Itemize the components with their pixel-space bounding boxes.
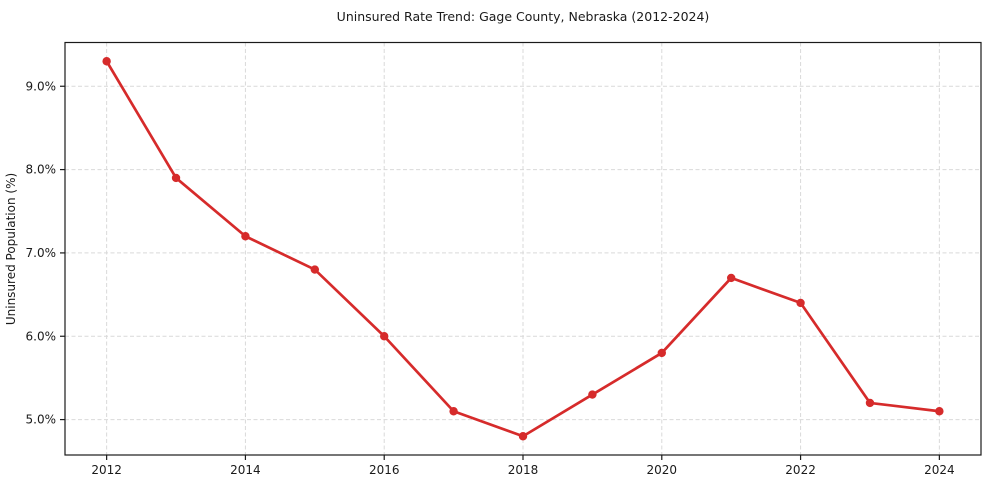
data-point (588, 390, 597, 399)
data-point (380, 332, 389, 341)
data-point (518, 432, 528, 441)
axis-ticks (60, 85, 940, 460)
grid-lines (65, 42, 981, 455)
chart-title: Uninsured Rate Trend: Gage County, Nebra… (337, 9, 710, 24)
x-tick-label: 2022 (785, 463, 816, 477)
y-tick-labels: 5.0% 6.0% 7.0% 8.0% 9.0% (26, 79, 57, 426)
x-tick-label: 2012 (91, 463, 122, 477)
data-point (449, 407, 458, 416)
data-point (865, 398, 875, 408)
y-tick-label: 5.0% (26, 413, 57, 427)
data-point (657, 348, 666, 358)
y-tick-label: 6.0% (26, 329, 57, 343)
x-tick-label: 2018 (508, 463, 539, 477)
data-series (102, 57, 944, 441)
y-axis-label: Uninsured Population (%) (4, 173, 18, 325)
x-tick-label: 2016 (369, 463, 400, 477)
x-tick-labels: 2012 2014 2016 2018 2020 2022 2024 (91, 463, 954, 477)
y-tick-label: 7.0% (26, 246, 57, 260)
data-point (310, 265, 320, 274)
data-point (241, 232, 250, 241)
data-point (935, 407, 944, 416)
x-tick-label: 2024 (924, 463, 955, 477)
x-tick-label: 2020 (647, 463, 678, 477)
x-tick-label: 2014 (230, 463, 261, 477)
y-tick-label: 8.0% (26, 163, 57, 177)
data-point (796, 298, 805, 308)
plot-frame (64, 41, 982, 456)
y-tick-label: 9.0% (26, 79, 57, 93)
data-point (726, 273, 736, 283)
data-point (102, 57, 111, 66)
data-point (171, 173, 181, 183)
